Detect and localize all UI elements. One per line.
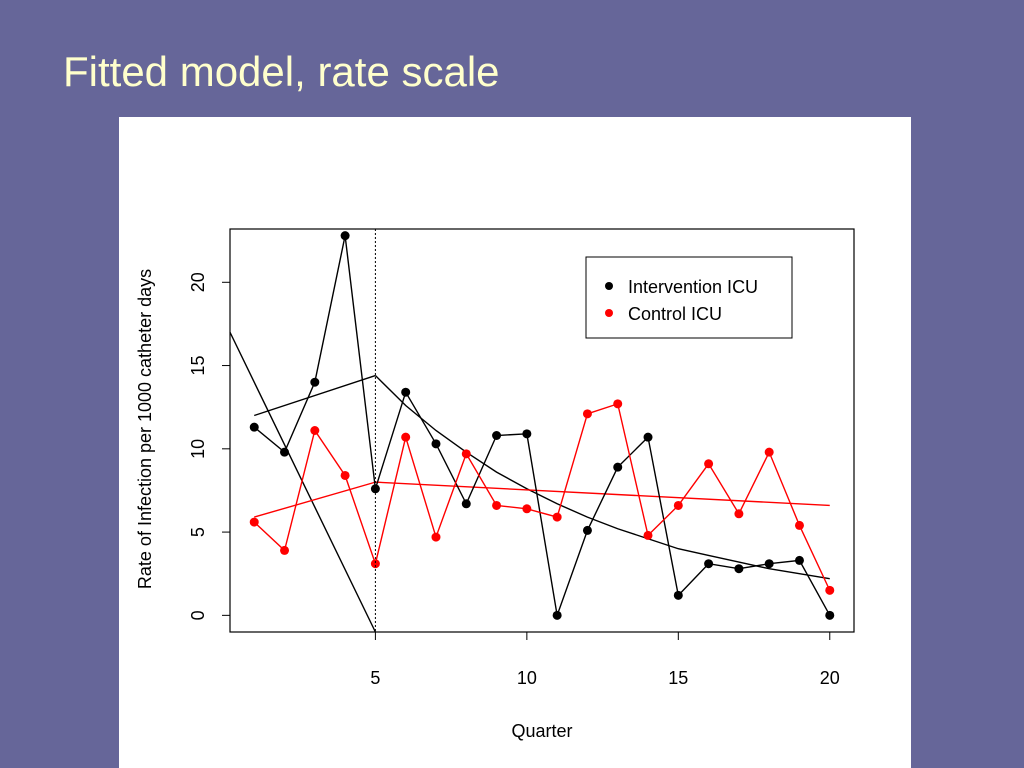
data-point-control — [552, 512, 562, 522]
data-point-intervention — [764, 559, 774, 569]
data-point-intervention — [280, 447, 290, 457]
y-tick-label: 5 — [188, 527, 208, 537]
data-point-control — [825, 585, 835, 595]
legend: Intervention ICU Control ICU — [585, 256, 793, 339]
data-point-intervention — [401, 387, 411, 397]
data-point-control — [370, 559, 380, 569]
plot-frame — [229, 228, 855, 633]
data-point-intervention — [249, 422, 259, 432]
data-point-control — [613, 399, 623, 409]
x-axis-label: Quarter — [511, 721, 572, 741]
y-tick-label: 0 — [188, 610, 208, 620]
fitted-lines — [229, 331, 830, 633]
data-point-intervention — [340, 231, 350, 241]
fitted-line — [254, 374, 376, 417]
y-axis-label: Rate of Infection per 1000 catheter days — [135, 269, 155, 589]
data-point-control — [673, 500, 683, 510]
x-tick-label: 20 — [820, 668, 840, 688]
data-point-intervention — [461, 499, 471, 509]
data-point-control — [582, 409, 592, 419]
legend-box — [585, 256, 793, 339]
data-point-intervention — [431, 439, 441, 449]
data-point-control — [249, 517, 259, 527]
legend-marker-intervention — [605, 282, 613, 290]
data-point-intervention — [310, 377, 320, 387]
x-tick-label: 15 — [668, 668, 688, 688]
data-point-control — [522, 504, 532, 514]
fitted-line — [229, 331, 377, 633]
data-point-intervention — [582, 525, 592, 535]
data-point-intervention — [794, 555, 804, 565]
data-point-intervention — [552, 610, 562, 620]
fitted-line — [374, 375, 830, 580]
data-point-intervention — [522, 429, 532, 439]
data-point-control — [461, 449, 471, 459]
series-line-control — [253, 402, 831, 591]
data-point-control — [280, 545, 290, 555]
fitted-line — [375, 481, 830, 507]
data-point-intervention — [704, 559, 714, 569]
legend-label-intervention: Intervention ICU — [628, 277, 758, 297]
legend-label-control: Control ICU — [628, 304, 722, 324]
data-point-control — [704, 459, 714, 469]
data-point-intervention — [643, 432, 653, 442]
data-point-control — [794, 520, 804, 530]
data-point-control — [340, 470, 350, 480]
fitted-line — [254, 481, 376, 518]
data-point-intervention — [734, 564, 744, 574]
data-point-control — [310, 426, 320, 435]
x-tick-label: 5 — [370, 668, 380, 688]
data-point-intervention — [673, 590, 683, 600]
y-tick-label: 10 — [188, 439, 208, 459]
data-point-control — [431, 532, 441, 542]
data-point-intervention — [492, 430, 502, 440]
series-line-intervention — [253, 235, 831, 619]
data-point-control — [401, 432, 411, 442]
plot-panel: 5 10 15 20 0 5 10 15 20 Quarter Rate of Infectio… — [119, 117, 911, 768]
data-series — [249, 231, 835, 620]
data-point-control — [492, 500, 502, 510]
data-point-intervention — [370, 484, 380, 494]
x-tick-label: 10 — [517, 668, 537, 688]
y-tick-label: 20 — [188, 272, 208, 292]
slide-title: Fitted model, rate scale — [63, 48, 500, 95]
data-point-control — [764, 447, 774, 457]
chart-svg: 5 10 15 20 0 5 10 15 20 Quarter Rate of Infectio… — [135, 228, 855, 741]
data-point-control — [643, 530, 653, 540]
y-tick-label: 15 — [188, 356, 208, 376]
data-point-intervention — [825, 610, 835, 620]
legend-marker-control — [605, 309, 613, 317]
data-point-control — [734, 509, 744, 519]
axes-ticks: 5 10 15 20 0 5 10 15 20 — [188, 272, 840, 688]
data-point-intervention — [613, 462, 623, 472]
